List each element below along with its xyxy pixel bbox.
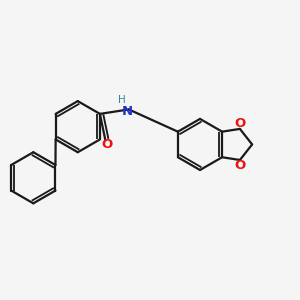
Text: H: H	[118, 95, 125, 105]
Text: O: O	[234, 159, 245, 172]
Text: O: O	[101, 139, 112, 152]
Text: N: N	[122, 105, 133, 118]
Text: O: O	[234, 117, 245, 130]
